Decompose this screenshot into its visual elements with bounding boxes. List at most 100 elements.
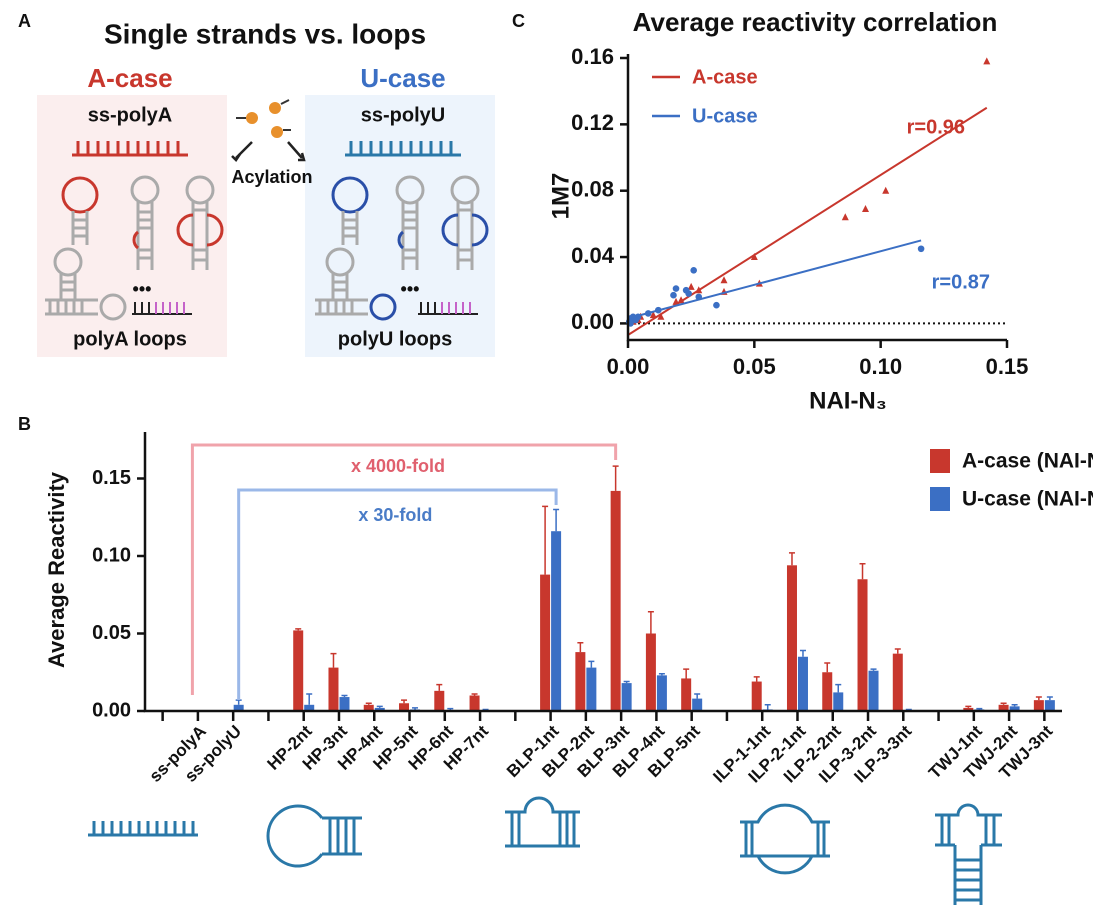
legend-label: U-case (NAI-N₃) bbox=[962, 488, 1093, 511]
error-bar bbox=[330, 652, 337, 668]
a-case-label: A-case bbox=[87, 63, 172, 93]
bar bbox=[621, 683, 632, 711]
error-bar bbox=[788, 552, 795, 566]
bar bbox=[892, 653, 903, 711]
error-bar bbox=[753, 676, 760, 682]
bar bbox=[586, 667, 597, 711]
error-bar bbox=[295, 628, 302, 631]
error-bar bbox=[623, 680, 630, 684]
bar bbox=[786, 565, 797, 711]
legend-label: U-case bbox=[692, 105, 758, 127]
y-axis-label: 1M7 bbox=[547, 173, 574, 220]
y-tick-label: 0.16 bbox=[571, 44, 614, 69]
bar bbox=[681, 678, 692, 711]
error-bar bbox=[1035, 696, 1042, 701]
panel-a: Single strands vs. loops A-case U-case s… bbox=[37, 18, 495, 357]
error-bar bbox=[647, 611, 654, 634]
fit-line bbox=[627, 239, 922, 320]
point bbox=[917, 245, 925, 253]
bar bbox=[1033, 700, 1044, 711]
error-bar bbox=[341, 694, 348, 698]
legend-label: A-case (NAI-N₃) bbox=[962, 450, 1093, 473]
bar bbox=[833, 692, 844, 711]
bar bbox=[399, 703, 410, 711]
error-bar bbox=[859, 563, 866, 580]
error-bar bbox=[894, 648, 901, 654]
panel-title: Single strands vs. loops bbox=[104, 18, 426, 49]
chart-title: Average reactivity correlation bbox=[633, 7, 998, 37]
reagent bbox=[231, 99, 306, 162]
ss-label: ss-polyA bbox=[88, 104, 172, 126]
bar bbox=[434, 690, 445, 711]
point bbox=[685, 290, 692, 297]
bar bbox=[374, 707, 385, 711]
bar bbox=[233, 704, 244, 711]
error-bar bbox=[365, 702, 372, 705]
hairpins-u: ••• bbox=[315, 175, 489, 321]
r-label: r=0.87 bbox=[932, 271, 990, 293]
point bbox=[750, 253, 758, 261]
svg-text:•••: ••• bbox=[401, 279, 420, 299]
point bbox=[670, 291, 677, 299]
structure-icons bbox=[88, 796, 1002, 905]
bar bbox=[469, 695, 480, 711]
bar bbox=[998, 704, 1009, 711]
error-bar bbox=[799, 649, 806, 657]
error-bar bbox=[412, 707, 419, 710]
y-axis-label: Average Reactivity bbox=[44, 471, 69, 668]
u-box bbox=[305, 95, 495, 357]
reaction-label: Acylation bbox=[231, 167, 312, 187]
error-bar bbox=[870, 668, 877, 671]
u-case-label: U-case bbox=[360, 63, 445, 93]
x-axis-label: NAI-N₃ bbox=[809, 387, 887, 414]
legend-swatch bbox=[930, 449, 950, 473]
bar bbox=[610, 490, 621, 711]
y-tick-label: 0.10 bbox=[92, 544, 131, 566]
point bbox=[720, 276, 728, 284]
y-tick-label: 0.00 bbox=[571, 309, 614, 334]
error-bar bbox=[1000, 702, 1007, 705]
bar bbox=[293, 630, 304, 711]
legend-swatch bbox=[930, 487, 950, 511]
bar bbox=[1009, 706, 1020, 711]
error-bar bbox=[835, 683, 842, 693]
bar bbox=[692, 698, 703, 711]
bar bbox=[868, 670, 879, 711]
point bbox=[882, 186, 890, 194]
point bbox=[713, 301, 720, 309]
hairpins-a: ••• bbox=[45, 175, 224, 321]
x-tick-label: 0.05 bbox=[733, 354, 776, 379]
bar bbox=[963, 707, 974, 711]
error-bar bbox=[683, 668, 690, 679]
point bbox=[687, 282, 695, 290]
point bbox=[690, 267, 697, 274]
strand bbox=[72, 141, 188, 157]
point bbox=[657, 312, 665, 320]
point bbox=[862, 204, 870, 212]
bar bbox=[304, 704, 315, 711]
loops-label: polyA loops bbox=[73, 328, 187, 350]
error-bar bbox=[824, 662, 831, 673]
error-bar bbox=[306, 693, 313, 705]
bar bbox=[328, 667, 339, 711]
annotation: x 4000-fold bbox=[351, 456, 445, 476]
bar bbox=[363, 704, 374, 711]
axis bbox=[143, 432, 1062, 713]
panel-label: B bbox=[18, 414, 31, 434]
point bbox=[672, 285, 680, 292]
y-tick-label: 0.15 bbox=[92, 467, 131, 489]
point bbox=[983, 57, 991, 65]
y-tick-label: 0.00 bbox=[92, 699, 131, 721]
strand bbox=[345, 141, 461, 157]
bar bbox=[797, 656, 808, 711]
error-bar bbox=[588, 660, 595, 668]
x-tick-label: 0.15 bbox=[986, 354, 1029, 379]
error-bar bbox=[553, 508, 560, 532]
a-box bbox=[37, 95, 227, 357]
bar bbox=[339, 697, 350, 711]
bar bbox=[751, 681, 762, 711]
loops-label: polyU loops bbox=[338, 328, 452, 350]
r-label: r=0.96 bbox=[907, 116, 965, 138]
y-tick-label: 0.05 bbox=[92, 622, 131, 644]
